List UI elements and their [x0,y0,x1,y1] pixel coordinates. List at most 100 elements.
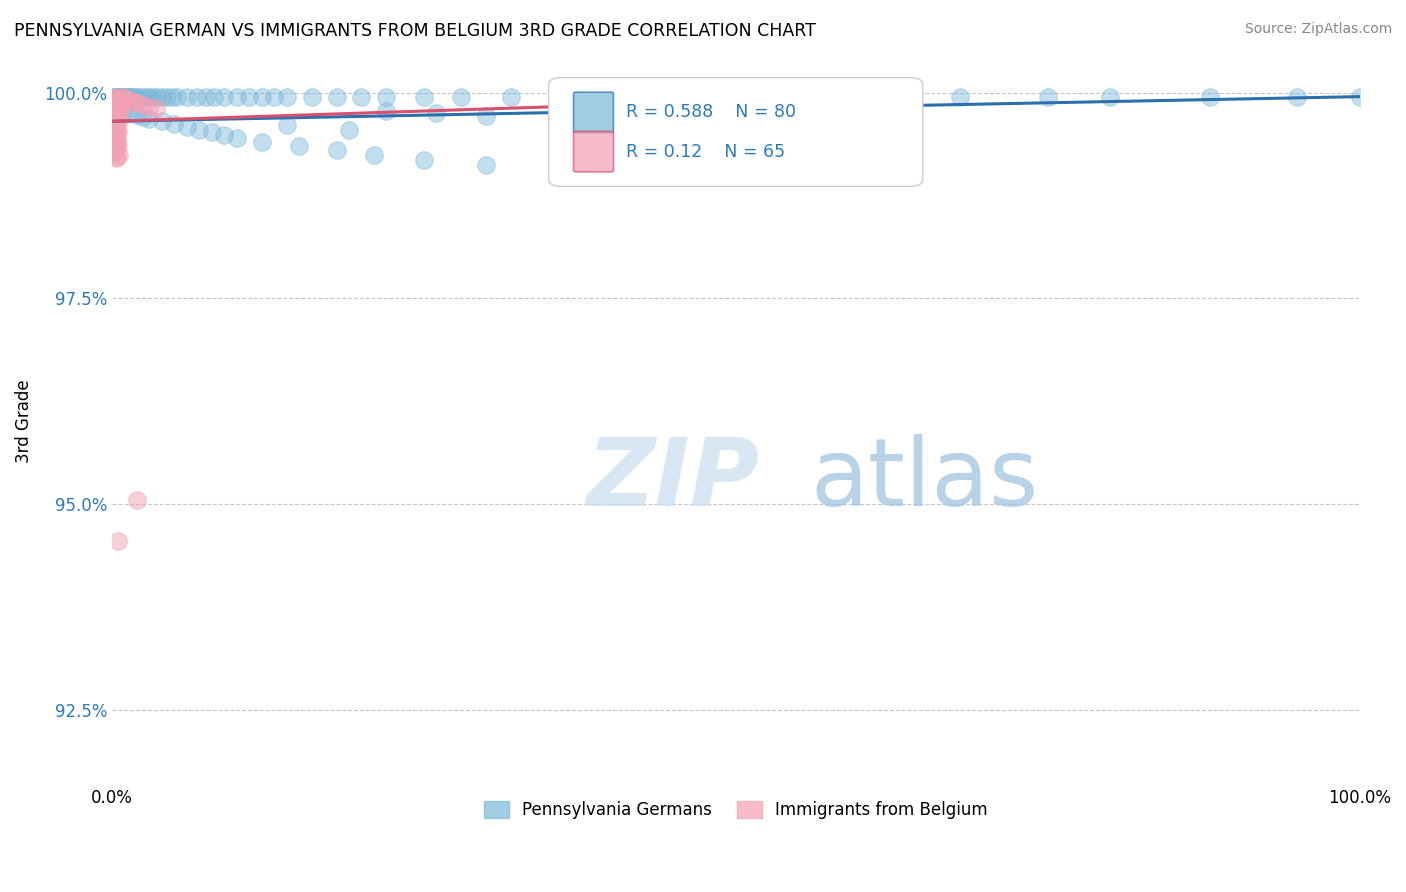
Point [138,99,160,113]
Point [325,143,347,157]
Point [450,89,472,103]
Point [103,112,125,127]
Point [724,89,747,103]
Point [107,89,129,103]
Point [128,89,150,103]
Point [202,89,225,103]
Point [104,89,127,103]
Point [238,89,260,103]
Point [250,89,273,103]
Point [146,89,169,103]
Point [105,98,128,112]
Point [1098,89,1121,103]
Point [138,112,160,126]
Point [124,89,146,103]
Point [124,95,146,110]
Point [114,91,136,105]
Point [114,89,136,103]
Point [120,89,142,103]
Point [166,89,188,103]
Point [105,150,128,164]
Point [138,89,160,103]
Point [125,492,148,507]
Point [103,115,125,129]
Point [103,108,125,122]
Point [276,89,298,103]
Point [412,153,434,167]
Point [108,148,131,162]
Point [104,95,127,110]
Text: R = 0.588    N = 80: R = 0.588 N = 80 [626,103,796,121]
Point [363,148,385,162]
Point [120,106,142,120]
Point [104,143,127,157]
Point [111,89,134,103]
Point [475,158,498,172]
Point [263,89,285,103]
FancyBboxPatch shape [548,78,922,186]
Point [849,89,872,103]
Point [375,103,398,118]
Point [107,98,129,112]
Point [150,89,173,103]
Point [115,93,138,107]
Point [107,94,129,108]
Point [105,93,128,107]
Point [108,89,131,103]
Point [107,102,129,116]
Point [949,89,972,103]
Text: PENNSYLVANIA GERMAN VS IMMIGRANTS FROM BELGIUM 3RD GRADE CORRELATION CHART: PENNSYLVANIA GERMAN VS IMMIGRANTS FROM B… [14,22,815,40]
Y-axis label: 3rd Grade: 3rd Grade [15,380,32,464]
Point [125,89,148,103]
Text: atlas: atlas [811,434,1039,525]
Point [186,89,208,103]
Point [475,109,498,123]
Point [1286,89,1309,103]
Point [114,89,136,103]
Point [103,91,125,105]
Point [112,89,135,103]
Point [103,120,125,134]
Point [105,141,128,155]
Point [375,89,398,103]
Point [104,152,127,166]
Point [108,99,131,113]
Point [108,113,131,128]
Point [163,117,186,131]
Point [103,140,125,154]
Point [103,145,125,159]
Point [107,111,129,125]
Point [103,104,125,119]
Point [104,101,127,115]
Point [121,89,143,103]
Point [103,97,125,112]
Point [176,120,198,134]
Point [132,98,155,112]
Point [150,114,173,128]
Point [104,105,127,120]
Point [103,106,125,120]
Point [114,103,136,118]
Point [117,89,139,103]
Text: R = 0.12    N = 65: R = 0.12 N = 65 [626,143,785,161]
Point [194,89,217,103]
Point [276,119,298,133]
Point [118,89,141,103]
Point [1036,89,1059,103]
Point [337,122,360,136]
Point [550,89,572,103]
Point [288,139,311,153]
Point [105,116,128,130]
Point [1348,89,1371,103]
Point [107,533,129,548]
Point [103,131,125,145]
Point [132,110,155,124]
Point [115,89,138,103]
Point [103,109,125,123]
Point [501,89,523,103]
Point [225,130,247,145]
Point [104,114,127,128]
Point [103,128,125,143]
Text: ZIP: ZIP [586,434,759,525]
Point [105,103,128,117]
